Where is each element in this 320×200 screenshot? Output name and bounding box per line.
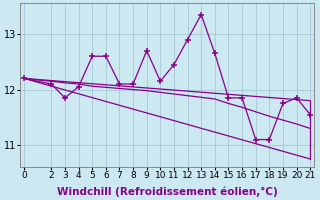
X-axis label: Windchill (Refroidissement éolien,°C): Windchill (Refroidissement éolien,°C) (57, 186, 277, 197)
